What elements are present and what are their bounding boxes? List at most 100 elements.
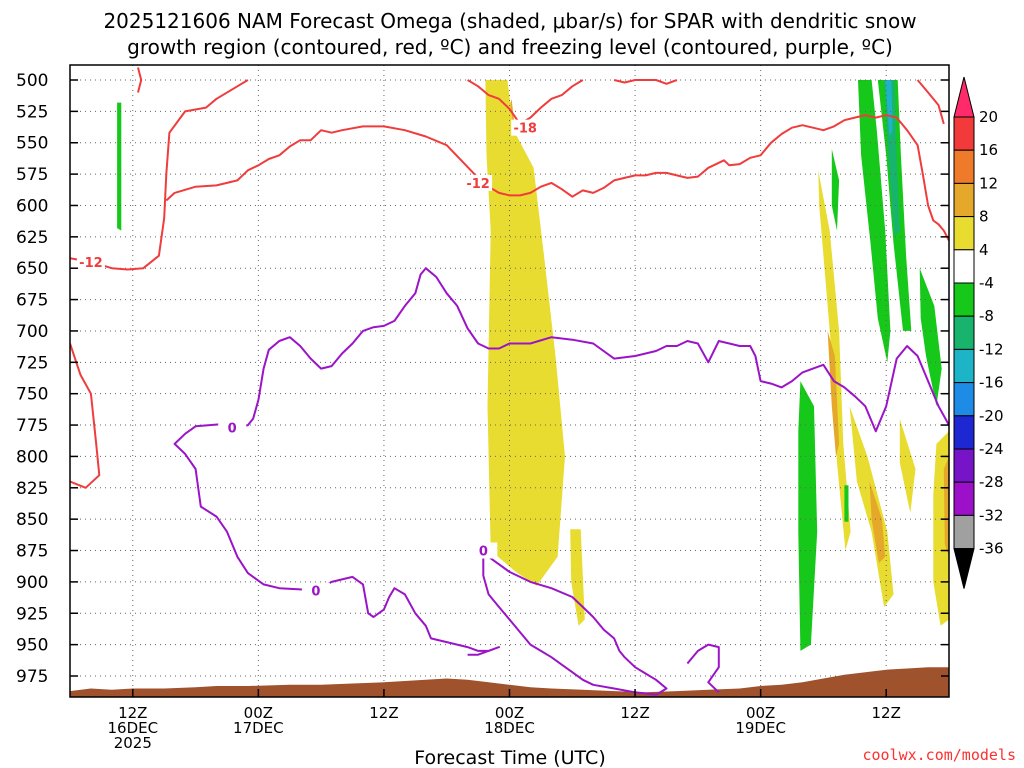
freezing-label-1: 0: [311, 585, 320, 600]
omega-region-12: [117, 102, 122, 231]
omega-region-19: [884, 80, 900, 237]
colorbar-label-7: -12: [979, 340, 1004, 358]
colorbar-box-6: [953, 315, 975, 350]
dgz-contour-6: [137, 67, 143, 93]
omega-region-13: [798, 381, 818, 651]
y-tick-label-19: 975: [16, 667, 48, 687]
y-tick-label-16: 900: [16, 573, 48, 593]
freezing-contour-1: [173, 422, 500, 656]
omega-region-18: [844, 485, 849, 522]
colorbar-box-10: [953, 448, 975, 483]
y-tick-label-2: 550: [16, 134, 48, 154]
y-tick-label-11: 775: [16, 416, 48, 436]
dgz-label-bg-2: [511, 119, 540, 136]
y-tick-label-10: 750: [16, 385, 48, 405]
colorbar-box-1: [953, 149, 975, 184]
y-tick-label-13: 825: [16, 479, 48, 499]
colorbar-box-2: [953, 182, 975, 218]
colorbar-label-12: -32: [979, 506, 1004, 524]
colorbar-label-3: 8: [979, 208, 989, 226]
y-axis: 500 525 550 575 600 625 650 675 700 725 750 775 800 8…: [16, 71, 949, 687]
freezing-label-0: 0: [228, 422, 237, 437]
y-tick-label-15: 875: [16, 542, 48, 562]
dgz-contour-2: [467, 79, 584, 125]
y-tick-label-6: 650: [16, 259, 48, 279]
dgz-label-0: -12: [79, 256, 103, 271]
x-tick-line1-0: 12Z: [118, 704, 147, 722]
x-tick-line1-1: 00Z: [244, 704, 273, 722]
dgz-label-2: -18: [513, 122, 537, 137]
colorbar-label-2: 12: [979, 174, 998, 192]
x-tick-line2-3: 18DEC: [484, 719, 535, 737]
colorbar-box-12: [953, 514, 975, 550]
colorbar-label-13: -36: [979, 540, 1004, 558]
terrain-fill: [70, 667, 949, 697]
colorbar-box-8: [953, 382, 975, 417]
freezing-label-bg-0: [218, 419, 247, 436]
freezing-contour-0: [226, 267, 949, 433]
freezing-label-bg-1: [301, 582, 330, 599]
chart-title-line-2: growth region (contoured, red, ºC) and f…: [127, 35, 893, 59]
y-tick-label-12: 800: [16, 447, 48, 467]
x-tick-line2-0: 16DEC: [107, 719, 158, 737]
omega-region-9: [943, 456, 949, 557]
x-tick-line1-6: 12Z: [872, 704, 901, 722]
colorbar-box-3: [953, 216, 975, 251]
x-tick-line1-3: 00Z: [495, 704, 524, 722]
colorbar-label-1: 16: [979, 141, 998, 159]
y-tick-label-17: 925: [16, 604, 48, 624]
dgz-contour-4: [613, 79, 678, 85]
colorbar-label-9: -20: [979, 407, 1004, 425]
chart-title-line-1: 2025121606 NAM Forecast Omega (shaded, μ…: [103, 9, 916, 33]
colorbar-label-4: 4: [979, 241, 989, 259]
y-tick-label-3: 575: [16, 165, 48, 185]
terrain-ground: [70, 667, 949, 697]
x-tick-line1-5: 00Z: [746, 704, 775, 722]
omega-region-14: [858, 80, 891, 363]
contour-labels: -12 -12 -18 0 0 0: [76, 119, 540, 600]
y-tick-label-8: 700: [16, 322, 48, 342]
freezing-level-contours: [173, 267, 949, 696]
colorbar-label-5: -4: [979, 274, 994, 292]
dgz-label-bg-0: [76, 253, 105, 270]
dgz-contour-1: [165, 114, 949, 242]
colorbar-label-0: 20: [979, 108, 998, 126]
dgz-label-1: -12: [466, 177, 490, 192]
colorbar-top-arrow: [953, 76, 975, 118]
y-tick-label-9: 725: [16, 353, 48, 373]
y-tick-label-18: 950: [16, 636, 48, 656]
y-tick-label-0: 500: [16, 71, 48, 91]
credit-text[interactable]: coolwx.com/models: [862, 746, 1016, 764]
dgz-label-bg-1: [464, 174, 493, 191]
dgz-contour-0: [70, 79, 249, 271]
dgz-contour-5: [916, 79, 945, 125]
colorbar-box-9: [953, 415, 975, 450]
omega-region-16: [919, 268, 942, 407]
freezing-label-2: 0: [479, 545, 488, 560]
x-axis-label: Forecast Time (UTC): [414, 747, 605, 768]
colorbar: 20 16 12 8 4 -4 -8 -12 -16 -20 -24 -28 -32 -36: [953, 76, 1004, 589]
x-tick-line2-1: 17DEC: [233, 719, 284, 737]
y-tick-label-1: 525: [16, 102, 48, 122]
colorbar-box-0: [953, 116, 975, 151]
colorbar-label-10: -24: [979, 440, 1004, 458]
omega-region-20: [885, 80, 893, 137]
omega-region-3: [485, 80, 565, 586]
x-tick-line3-0: 2025: [114, 734, 152, 752]
colorbar-label-8: -16: [979, 374, 1004, 392]
y-tick-label-14: 850: [16, 510, 48, 530]
x-tick-line1-4: 12Z: [620, 704, 649, 722]
y-tick-label-7: 675: [16, 291, 48, 311]
omega-region-17: [831, 149, 840, 231]
x-tick-line1-2: 12Z: [369, 704, 398, 722]
y-tick-label-4: 600: [16, 196, 48, 216]
freezing-label-bg-2: [469, 542, 498, 559]
omega-region-7: [899, 418, 916, 513]
y-tick-label-5: 625: [16, 228, 48, 248]
colorbar-box-5: [953, 282, 975, 317]
colorbar-bottom-arrow: [953, 548, 975, 589]
colorbar-label-6: -8: [979, 307, 994, 325]
omega-region-11: [869, 481, 886, 564]
x-tick-line2-5: 19DEC: [735, 719, 786, 737]
